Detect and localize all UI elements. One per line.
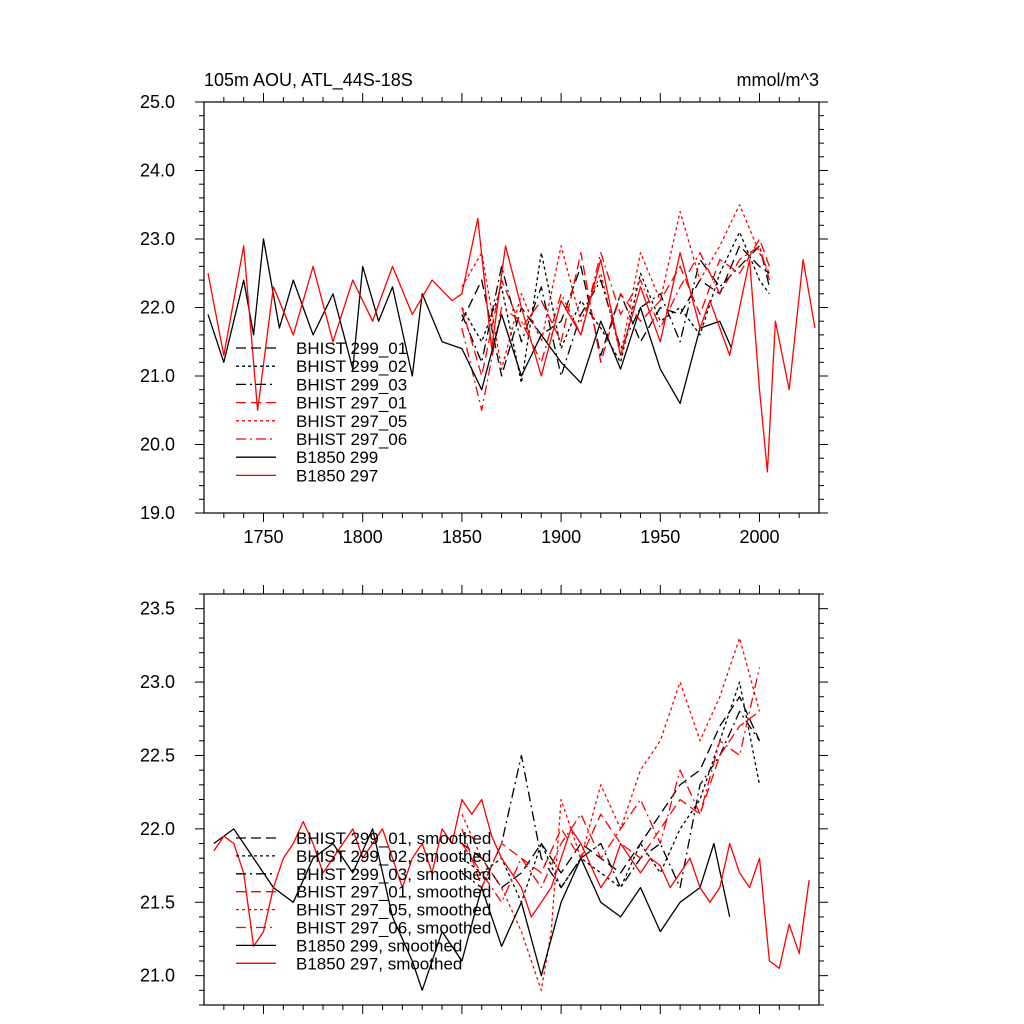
legend-label: BHIST 297_06, smoothed <box>296 919 491 938</box>
legend-label: B1850 299 <box>296 448 378 467</box>
y-tick-label: 21.0 <box>140 366 175 386</box>
top-panel-lines <box>207 204 816 473</box>
legend-label: BHIST 297_01, smoothed <box>296 883 491 902</box>
x-tick-label: 1750 <box>243 527 283 547</box>
legend-label: B1850 297, smoothed <box>296 954 462 973</box>
top-panel-ticks: 1750 1800 1850 1900 1950 2000 19.0 20.0 21.0 22.0… <box>140 92 828 547</box>
series-line <box>207 217 816 473</box>
legend-label: BHIST 299_02 <box>296 357 407 376</box>
bottom-panel: 21.0 21.5 22.0 22.5 23.0 23.5 BHIST 299_01, s… <box>140 585 828 1014</box>
bottom-panel-frame <box>203 593 820 1006</box>
legend-label: BHIST 299_03, smoothed <box>296 865 491 884</box>
legend-label: BHIST 299_01, smoothed <box>296 829 491 848</box>
x-tick-label: 1850 <box>442 527 482 547</box>
x-tick-label: 2000 <box>739 527 779 547</box>
y-tick-label: 23.0 <box>140 672 175 692</box>
series-line <box>213 798 810 969</box>
x-tick-label: 1900 <box>541 527 581 547</box>
y-tick-label: 19.0 <box>140 503 175 523</box>
series-line <box>461 637 761 991</box>
bottom-panel-ticks: 21.0 21.5 22.0 22.5 23.0 23.5 <box>140 585 828 1014</box>
legend-label: BHIST 297_01 <box>296 394 407 413</box>
x-tick-label: 1950 <box>640 527 680 547</box>
legend-label: B1850 297 <box>296 466 378 485</box>
y-tick-label: 25.0 <box>140 92 175 112</box>
y-tick-label: 22.0 <box>140 819 175 839</box>
series-line <box>461 245 771 411</box>
series-line <box>461 696 761 889</box>
x-tick-label: 1800 <box>343 527 383 547</box>
legend-label: B1850 299, smoothed <box>296 936 462 955</box>
units-label: mmol/m^3 <box>737 70 819 90</box>
top-panel: 105m AOU, ATL_44S-18S mmol/m^3 1750 1800 1… <box>140 70 828 547</box>
y-tick-label: 21.5 <box>140 892 175 912</box>
legend-label: BHIST 297_06 <box>296 430 407 449</box>
series-line <box>461 681 761 903</box>
y-tick-label: 22.0 <box>140 298 175 318</box>
series-line <box>461 710 761 889</box>
legend-label: BHIST 299_02, smoothed <box>296 847 491 866</box>
bottom-panel-lines <box>213 637 810 991</box>
y-tick-label: 24.0 <box>140 161 175 181</box>
series-line <box>461 710 760 889</box>
series-line <box>461 231 770 384</box>
series-line <box>213 828 731 991</box>
y-tick-label: 20.0 <box>140 435 175 455</box>
legend-label: BHIST 299_01 <box>296 339 407 358</box>
legend-label: BHIST 299_03 <box>296 375 407 394</box>
series-line <box>461 667 761 903</box>
series-line <box>207 238 733 405</box>
top-panel-frame <box>203 101 820 514</box>
series-line <box>461 204 770 370</box>
legend-label: BHIST 297_05 <box>296 412 407 431</box>
y-tick-label: 23.0 <box>140 229 175 249</box>
series-line <box>461 238 771 377</box>
legend-label: BHIST 297_05, smoothed <box>296 901 491 920</box>
chart-title: 105m AOU, ATL_44S-18S <box>204 70 413 91</box>
y-tick-label: 23.5 <box>140 599 175 619</box>
y-tick-label: 21.0 <box>140 966 175 986</box>
y-tick-label: 22.5 <box>140 745 175 765</box>
